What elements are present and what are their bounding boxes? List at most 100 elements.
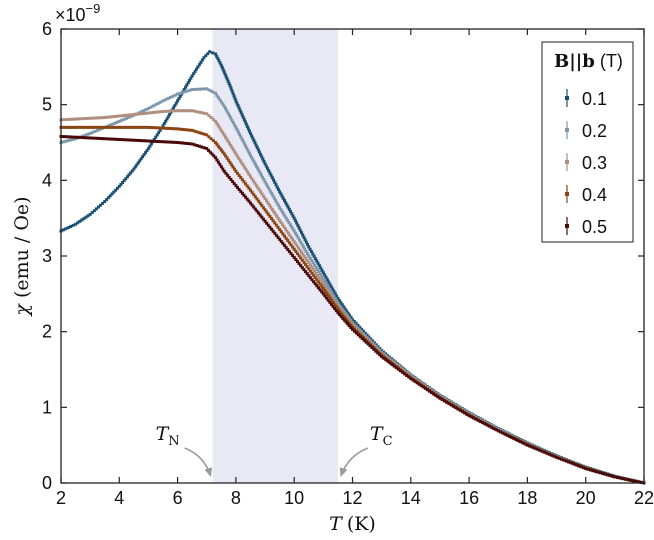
data-point	[606, 473, 610, 477]
data-point	[344, 320, 348, 324]
data-point	[287, 221, 291, 224]
data-point	[250, 134, 254, 138]
data-point	[637, 480, 641, 484]
data-point	[312, 254, 316, 258]
data-point	[71, 117, 75, 121]
data-point	[149, 142, 153, 146]
data-point	[137, 138, 141, 142]
data-point	[372, 347, 376, 351]
data-point	[243, 120, 247, 124]
data-point	[516, 439, 520, 443]
data-point	[105, 137, 109, 141]
data-point	[334, 305, 338, 309]
data-point	[242, 193, 246, 197]
data-point	[623, 477, 627, 481]
data-point	[332, 289, 336, 293]
data-point	[411, 378, 415, 382]
data-point	[589, 468, 593, 472]
data-point	[275, 201, 279, 205]
data-point	[386, 359, 390, 363]
data-point	[521, 441, 525, 445]
data-point	[248, 153, 252, 157]
data-point	[142, 125, 146, 129]
data-point	[254, 143, 258, 147]
data-point	[250, 203, 254, 207]
data-point	[202, 132, 206, 136]
data-point	[238, 132, 242, 136]
data-point	[230, 89, 234, 93]
data-point	[323, 273, 327, 277]
data-point	[281, 196, 285, 200]
data-point	[236, 130, 240, 134]
data-point	[271, 219, 275, 223]
data-point	[458, 408, 462, 412]
data-point	[494, 428, 498, 432]
data-point	[119, 182, 123, 186]
data-point	[291, 245, 295, 249]
data-point	[76, 221, 80, 225]
data-point	[110, 122, 114, 126]
data-point	[98, 136, 102, 140]
data-point	[434, 393, 438, 397]
data-point	[149, 105, 153, 109]
data-point	[110, 137, 114, 141]
data-point	[183, 128, 187, 132]
data-point	[209, 89, 213, 93]
data-point	[112, 125, 116, 129]
data-point	[330, 295, 334, 299]
data-point	[368, 344, 372, 348]
data-point	[122, 138, 126, 142]
data-point	[317, 276, 321, 280]
data-point	[252, 193, 256, 197]
data-point	[94, 207, 98, 211]
data-point	[242, 117, 246, 121]
data-point	[325, 296, 329, 300]
data-point	[71, 137, 75, 141]
data-point	[283, 214, 287, 218]
data-point	[326, 289, 330, 293]
data-point	[454, 406, 458, 410]
data-point	[584, 467, 588, 471]
data-point	[329, 290, 333, 294]
data-point	[95, 125, 99, 129]
data-point	[134, 112, 138, 116]
data-point	[478, 419, 482, 423]
data-point	[305, 252, 309, 256]
data-point	[212, 154, 216, 158]
legend-label: 0.3	[582, 153, 607, 173]
data-point	[255, 209, 259, 213]
data-point	[200, 87, 204, 91]
data-point	[555, 455, 559, 459]
data-point	[200, 58, 204, 62]
data-point	[219, 148, 223, 152]
data-point	[88, 131, 92, 135]
data-point	[369, 341, 373, 345]
data-point	[338, 303, 342, 307]
data-point	[298, 238, 301, 242]
y-tick-label: 0	[42, 473, 52, 493]
data-point	[365, 333, 369, 337]
data-point	[263, 180, 267, 184]
data-point	[259, 152, 263, 156]
data-point	[530, 445, 534, 449]
data-point	[211, 139, 215, 143]
data-point	[221, 150, 225, 154]
data-point	[103, 125, 107, 129]
data-point	[81, 117, 85, 121]
y-tick-label: 2	[42, 322, 52, 342]
data-point	[122, 125, 126, 129]
data-point	[168, 109, 172, 113]
data-point	[325, 278, 329, 282]
data-point	[197, 110, 201, 114]
data-point	[483, 422, 487, 426]
data-point	[110, 192, 114, 196]
data-point	[610, 474, 614, 478]
data-point	[392, 364, 396, 368]
data-point	[184, 85, 188, 89]
data-point	[117, 137, 121, 141]
data-point	[388, 358, 392, 362]
data-point	[242, 142, 246, 146]
data-point	[233, 96, 237, 100]
data-point	[216, 144, 220, 148]
